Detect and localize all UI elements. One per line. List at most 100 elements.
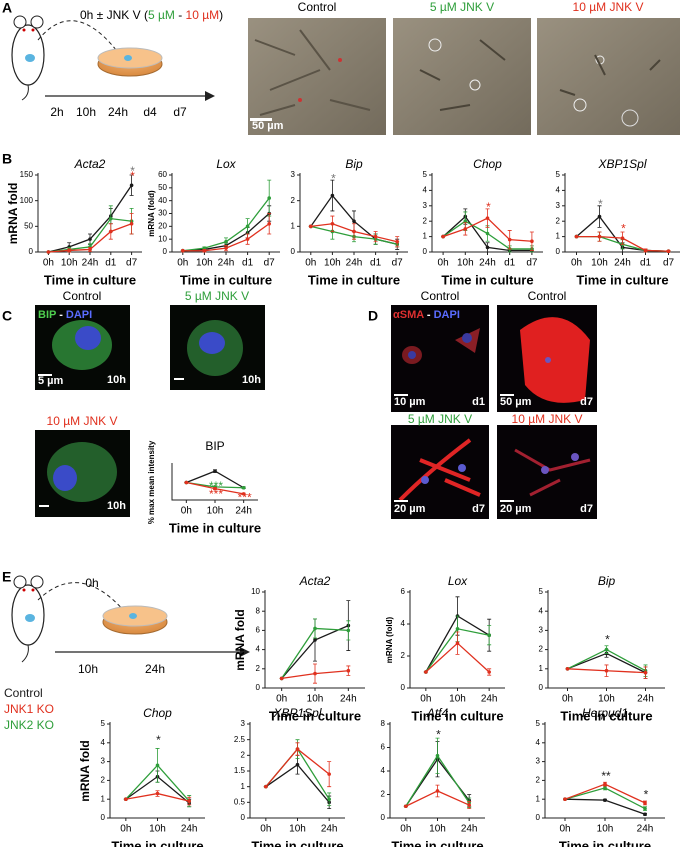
data-point [455,627,460,631]
data-point [485,216,490,220]
data-point [279,676,284,681]
y-tick-label: 3 [241,719,246,728]
x-axis-label: Time in culture [441,272,533,287]
y-tick-label: 0 [101,813,106,822]
scale-bar [38,374,52,376]
scale-bar [250,118,272,121]
y-tick-label: 1 [556,232,561,241]
data-point [643,812,647,817]
y-tick-label: 3 [291,170,296,179]
y-tick-label: 5 [101,719,106,728]
text: 10 µM [186,8,220,22]
data-point [603,782,607,786]
y-tick-label: 1 [423,232,428,241]
y-tick-label: 2 [291,196,296,205]
chart-title: Chop [473,157,502,171]
data-point [565,667,570,671]
y-axis-label: mRNA (fold) [147,190,156,237]
text: BIP [38,309,56,321]
data-point [202,248,207,253]
image-title: Control [63,289,102,303]
data-point [455,641,460,645]
x-tick-label: d7 [392,258,404,269]
fluorescence-image [35,430,130,517]
fluorescence-image [35,305,130,390]
y-tick-label: 2 [241,750,246,759]
x-tick-label: 24h [461,824,478,835]
x-tick-label: 24h [82,258,99,269]
time-label: 10h [107,374,126,386]
x-axis-label: Time in culture [576,272,668,287]
image-title: 5 µM JNK V [185,289,249,303]
y-tick-label: 2 [101,776,106,785]
chart-title: XBP1Spl [597,157,646,171]
y-axis-label: % max mean intensity [147,440,156,524]
y-tick-label: 8 [256,606,261,615]
x-tick-label: 10h [207,506,224,517]
time-label: d7 [580,503,593,515]
mouse-illustration [11,15,45,101]
chart-title: Acta2 [74,157,106,171]
significance-mark: * [598,197,603,211]
chart-title: Lox [448,574,468,588]
y-tick-label: 5 [539,587,544,596]
x-tick-label: 10h [324,258,341,269]
timeline-arrowhead [205,91,215,101]
x-tick-label: 10h [196,258,213,269]
transfer-arrow [37,582,126,613]
significance-mark: ** [601,769,611,783]
text: 5 µM [148,8,175,22]
data-point [563,797,567,801]
time-label: d7 [580,396,593,408]
timeline-label: 10h [76,105,96,119]
text: - [424,309,434,321]
data-point [346,628,351,633]
data-point [604,668,609,673]
x-tick-label: 0h [305,258,316,269]
x-tick-label: 10h [597,824,614,835]
data-point [313,626,317,631]
data-point [352,229,356,234]
y-tick-label: 4 [256,645,261,654]
y-tick-label: 10 [158,234,167,243]
panel-label: E [2,569,11,585]
photo-title: 10 µM JNK V [573,0,644,14]
chart-title: Bip [345,157,363,171]
data-point [327,797,331,801]
y-tick-label: 60 [158,170,167,179]
x-axis-label: Time in culture [308,272,400,287]
scale-label: 50 µm [500,396,532,408]
time-label: d7 [472,503,485,515]
x-tick-label: d1 [504,258,516,269]
scale-label: 20 µm [394,503,426,515]
x-tick-label: 24h [614,258,631,269]
significance-mark: *** [209,487,223,501]
image-title: Control [421,289,460,303]
x-tick-label: 0h [420,694,431,705]
data-point [245,224,250,229]
text: - [175,8,186,22]
data-point [487,633,491,637]
fluorescence-image [497,305,597,412]
mouse-illustration [11,575,45,663]
y-tick-label: 6 [256,626,261,635]
chart-title: BIP [205,439,224,453]
y-tick-label: 4 [401,619,406,628]
data-point [603,786,607,790]
y-tick-label: 2 [536,776,541,785]
y-tick-label: 0 [401,683,406,692]
x-tick-label: 0h [562,694,573,705]
y-tick-label: 0 [536,813,541,822]
text: 0h ± JNK V ( [80,8,148,22]
significance-mark: * [644,788,649,802]
y-tick-label: 0 [256,683,261,692]
data-point [530,239,534,244]
fluorescence-image [497,425,597,519]
x-axis-label: Time in culture [169,520,261,535]
significance-mark: * [605,632,610,646]
x-axis-label: Time in culture [391,838,483,847]
chart-title: Herpud1 [582,706,628,720]
x-tick-label: 10h [289,824,306,835]
x-tick-label: d1 [370,258,382,269]
image-title: 5 µM JNK V [408,412,472,426]
